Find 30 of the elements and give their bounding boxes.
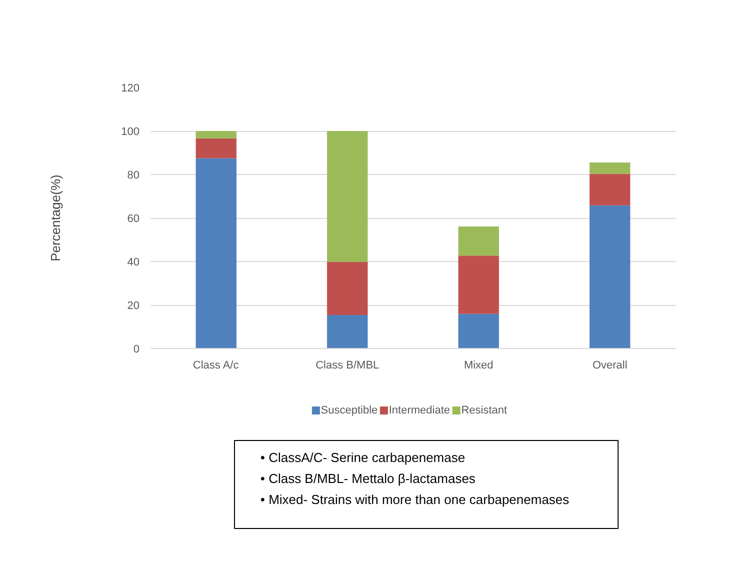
bar (458, 256, 499, 314)
bar (196, 138, 236, 158)
bar (458, 314, 499, 348)
bar (590, 205, 630, 348)
y-axis-title: Percentage(%) (48, 174, 64, 262)
legend-label: Resistant (461, 404, 508, 416)
bar (327, 262, 368, 316)
bar (327, 315, 368, 348)
legend-label: Intermediate (388, 404, 450, 416)
y-tick-label: 40 (127, 256, 140, 268)
y-tick-label: 120 (121, 82, 140, 94)
y-tick-label: 0 (133, 344, 140, 356)
bar (196, 158, 236, 348)
y-tick-label: 100 (121, 126, 140, 138)
text: • ClassA/C- Serine carbapenemase (260, 450, 466, 465)
x-tick-label: Overall (592, 360, 628, 372)
bar (590, 162, 630, 174)
y-tick-label: 20 (127, 300, 140, 312)
bar (196, 131, 236, 138)
bar (458, 226, 499, 256)
y-tick-label: 60 (127, 213, 140, 225)
x-tick-label: Mixed (464, 360, 494, 372)
legend-label: Susceptible (320, 404, 378, 416)
text: • Class B/MBL- Mettalo β-lactamases (260, 471, 476, 486)
bar (327, 131, 368, 262)
bar (590, 174, 630, 206)
text: • Mixed- Strains with more than one carbapenemases (260, 492, 570, 507)
x-tick-label: Class B/MBL (316, 360, 380, 372)
x-tick-label: Class A/c (192, 360, 240, 372)
y-tick-label: 80 (127, 170, 140, 182)
